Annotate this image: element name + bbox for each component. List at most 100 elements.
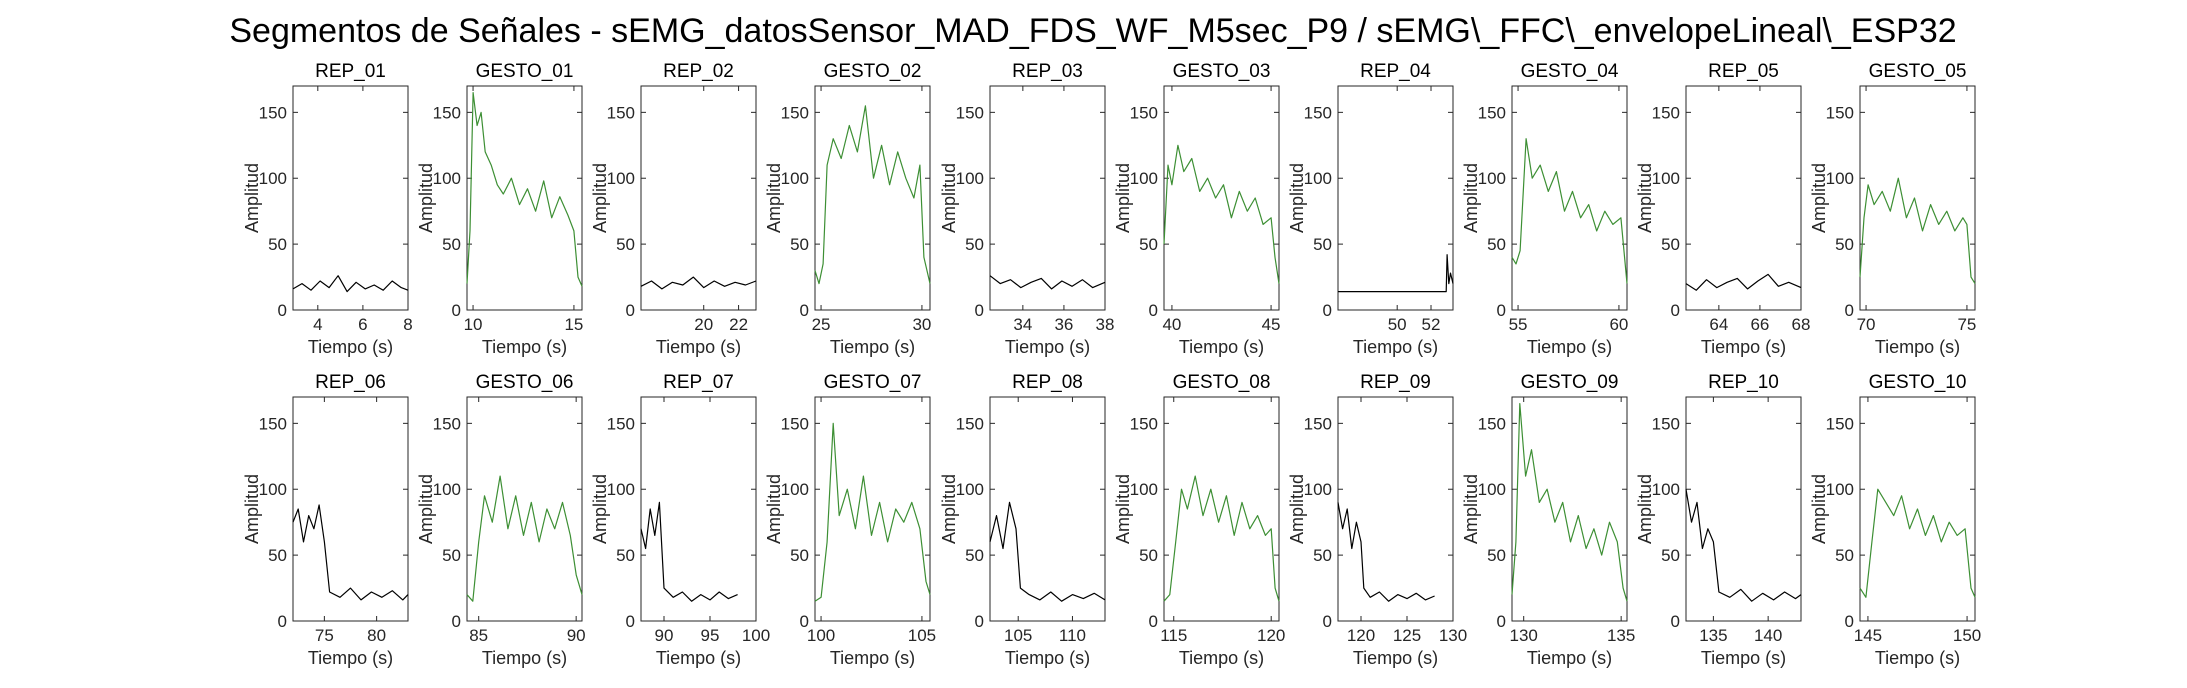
subplot-title: GESTO_07	[824, 372, 922, 393]
subplot-title: GESTO_04	[1521, 61, 1619, 82]
y-tick-label: 100	[607, 480, 635, 499]
subplot-title: REP_02	[663, 61, 734, 82]
subplot-gesto-10: GESTO_10 0 50 100 150 145 150 Tiempo (s) Amplitu…	[1809, 372, 1981, 668]
y-axis-label: Amplitud	[764, 474, 784, 544]
y-tick-label: 150	[607, 103, 635, 122]
x-tick-label: 90	[567, 626, 586, 645]
series-line-rep	[640, 276, 757, 290]
x-tick-label: 130	[1510, 626, 1538, 645]
y-tick-label: 0	[1323, 301, 1332, 320]
x-axis-label: Tiempo (s)	[1875, 648, 1960, 668]
y-tick-label: 150	[956, 103, 984, 122]
y-tick-label: 150	[1652, 414, 1680, 433]
series-line-rep	[1337, 502, 1435, 602]
y-tick-label: 0	[975, 301, 984, 320]
y-tick-label: 100	[1130, 480, 1158, 499]
y-tick-label: 50	[616, 546, 635, 565]
subplot-gesto-07: GESTO_07 0 50 100 150 100 105 Tiempo (s) Amplitu…	[764, 372, 936, 668]
y-tick-label: 100	[1826, 169, 1854, 188]
x-axis-label: Tiempo (s)	[1179, 337, 1264, 357]
y-tick-label: 150	[1652, 103, 1680, 122]
x-tick-label: 140	[1754, 626, 1782, 645]
y-tick-label: 0	[1323, 612, 1332, 631]
y-tick-label: 150	[1130, 414, 1158, 433]
x-tick-label: 120	[1347, 626, 1375, 645]
plot-area	[1859, 85, 1976, 311]
series-line-rep	[640, 501, 738, 602]
x-axis-label: Tiempo (s)	[1353, 337, 1438, 357]
subplot-title: REP_06	[315, 372, 386, 393]
subplot-rep-06: REP_06 0 50 100 150 75 80 Tiempo (s) Amplitud	[242, 372, 409, 668]
y-tick-label: 50	[790, 546, 809, 565]
plot-area	[1685, 85, 1802, 311]
y-tick-label: 100	[1130, 169, 1158, 188]
y-tick-label: 0	[1671, 301, 1680, 320]
y-tick-label: 100	[259, 480, 287, 499]
y-tick-label: 100	[1652, 169, 1680, 188]
x-axis-label: Tiempo (s)	[482, 648, 567, 668]
y-tick-label: 0	[278, 612, 287, 631]
series-line-gesto	[1163, 144, 1280, 284]
series-line-gesto	[814, 422, 931, 602]
x-axis-label: Tiempo (s)	[308, 648, 393, 668]
y-axis-label: Amplitud	[1635, 474, 1655, 544]
y-tick-label: 50	[1661, 546, 1680, 565]
y-tick-label: 150	[1826, 103, 1854, 122]
subplot-title: GESTO_03	[1173, 61, 1271, 82]
x-tick-label: 66	[1750, 315, 1769, 334]
subplot-title: REP_03	[1012, 61, 1083, 82]
y-axis-label: Amplitud	[1809, 163, 1829, 233]
x-tick-label: 80	[367, 626, 386, 645]
x-tick-label: 95	[701, 626, 720, 645]
y-tick-label: 0	[1497, 301, 1506, 320]
x-tick-label: 8	[403, 315, 412, 334]
y-axis-label: Amplitud	[590, 474, 610, 544]
y-tick-label: 150	[1826, 414, 1854, 433]
y-tick-label: 100	[1826, 480, 1854, 499]
subplot-gesto-05: GESTO_05 0 50 100 150 70 75 Tiempo (s) Amplitud	[1809, 61, 1976, 357]
x-tick-label: 105	[1004, 626, 1032, 645]
x-tick-label: 15	[564, 315, 583, 334]
x-tick-label: 145	[1854, 626, 1882, 645]
plot-area	[466, 85, 583, 311]
y-tick-label: 150	[781, 414, 809, 433]
y-tick-label: 150	[433, 103, 461, 122]
y-tick-label: 0	[452, 301, 461, 320]
subplot-gesto-03: GESTO_03 0 50 100 150 40 45 Tiempo (s) Amplitud	[1113, 61, 1281, 357]
subplot-title: REP_04	[1360, 61, 1431, 82]
subplot-title: GESTO_01	[476, 61, 574, 82]
x-tick-label: 105	[908, 626, 936, 645]
y-tick-label: 50	[965, 546, 984, 565]
y-axis-label: Amplitud	[1113, 474, 1133, 544]
x-tick-label: 135	[1607, 626, 1635, 645]
x-tick-label: 75	[315, 626, 334, 645]
x-tick-label: 36	[1054, 315, 1073, 334]
subplot-rep-08: REP_08 0 50 100 150 105 110 Tiempo (s) Amplitud	[939, 372, 1106, 668]
y-tick-label: 50	[1835, 235, 1854, 254]
subplot-title: GESTO_06	[476, 372, 574, 393]
x-tick-label: 110	[1059, 626, 1086, 645]
subplot-rep-01: REP_01 0 50 100 150 4 6 8 Tiempo (s) Amplitud	[242, 61, 413, 357]
x-tick-label: 52	[1422, 315, 1441, 334]
x-tick-label: 90	[655, 626, 674, 645]
y-tick-label: 100	[433, 480, 461, 499]
x-tick-label: 150	[1953, 626, 1981, 645]
plot-area	[814, 85, 931, 311]
series-line-rep	[1685, 489, 1802, 602]
x-tick-label: 100	[807, 626, 835, 645]
plot-area	[640, 85, 757, 311]
y-tick-label: 50	[442, 546, 461, 565]
y-tick-label: 0	[626, 612, 635, 631]
y-tick-label: 100	[1304, 169, 1332, 188]
x-axis-label: Tiempo (s)	[1005, 648, 1090, 668]
subplot-rep-05: REP_05 0 50 100 150 64 66 68 Tiempo (s) Amplitud	[1635, 61, 1810, 357]
x-tick-label: 38	[1096, 315, 1115, 334]
subplot-title: GESTO_09	[1521, 372, 1619, 393]
y-tick-label: 100	[781, 169, 809, 188]
y-tick-label: 150	[259, 414, 287, 433]
x-tick-label: 30	[912, 315, 931, 334]
